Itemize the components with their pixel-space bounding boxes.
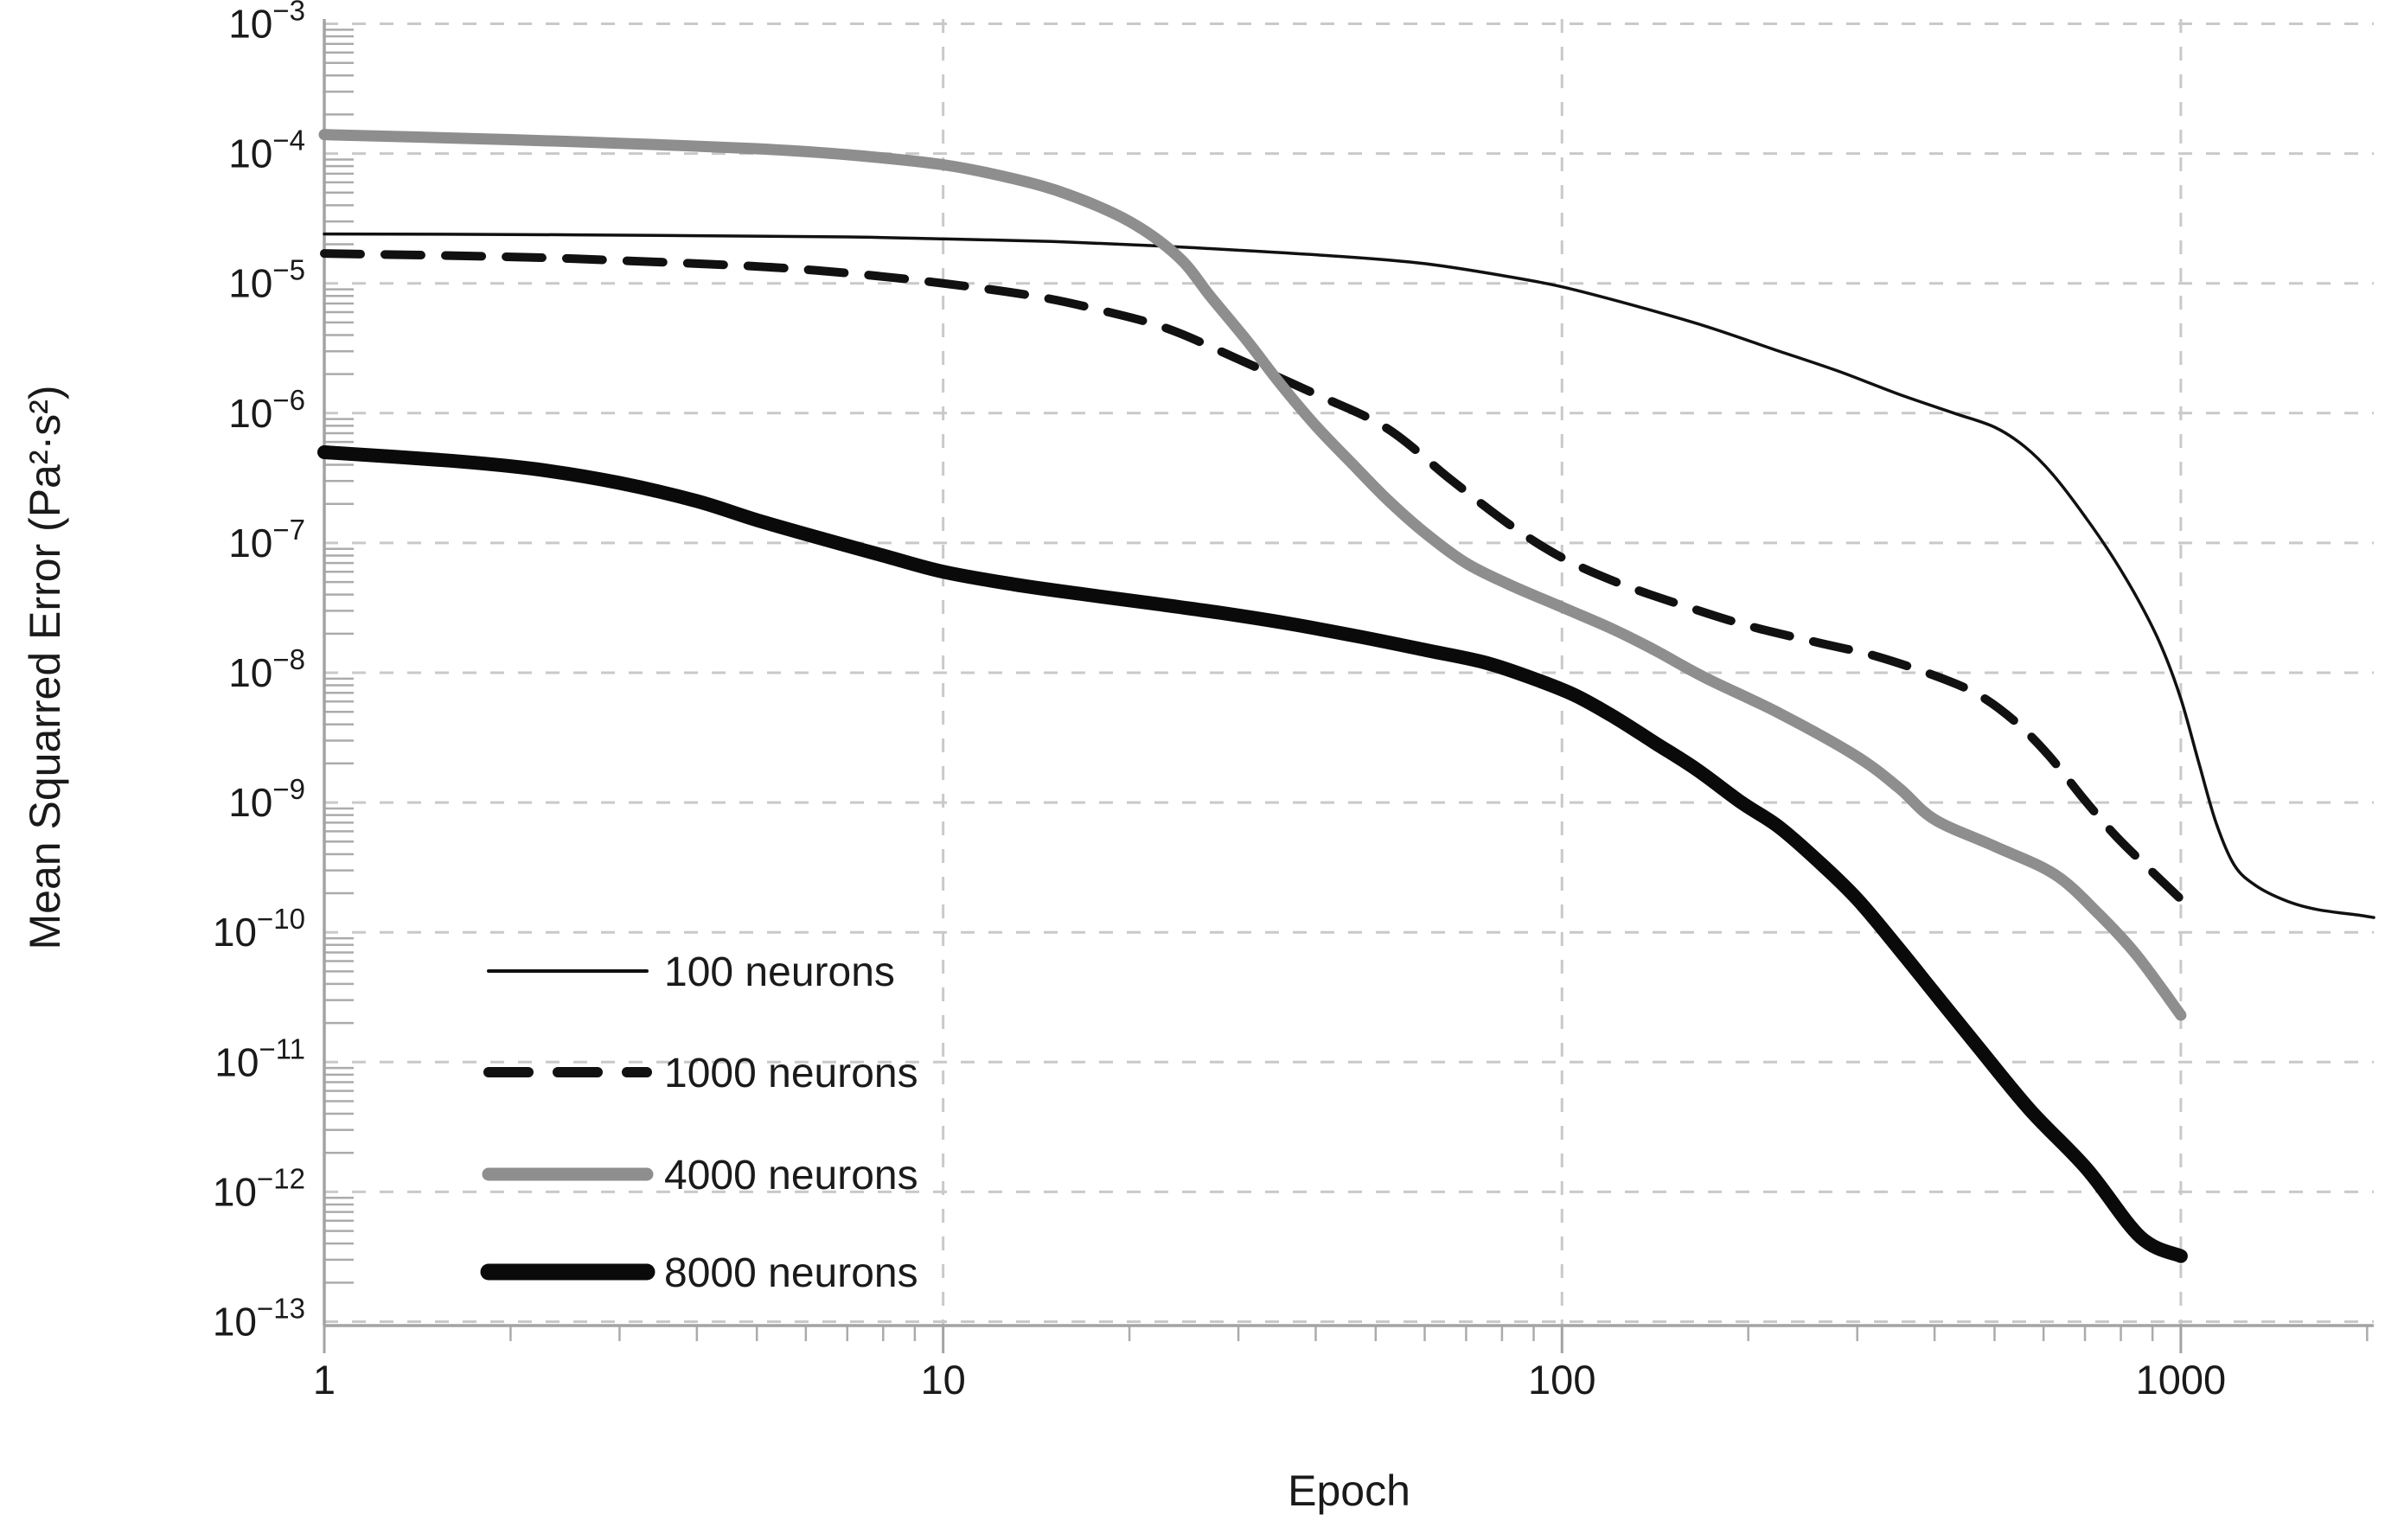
series-curve-1000-neurons xyxy=(320,249,2185,904)
x-tick-label: 1000 xyxy=(2136,1357,2227,1403)
y-tick-label: 10−7 xyxy=(228,514,305,566)
y-axis-title: Mean Squarred Error (Pa²·s²) xyxy=(21,385,69,950)
y-tick-label: 10−13 xyxy=(213,1292,305,1344)
y-tick-label: 10−6 xyxy=(228,384,305,436)
x-tick-label: 100 xyxy=(1528,1357,1595,1403)
legend-label: 100 neurons xyxy=(664,949,895,995)
legend-label: 8000 neurons xyxy=(664,1250,918,1296)
x-tick-label: 10 xyxy=(920,1357,965,1403)
legend-label: 4000 neurons xyxy=(664,1153,918,1198)
series-curve-100-neurons xyxy=(323,232,2375,919)
x-axis-title: Epoch xyxy=(1288,1467,1410,1515)
series-curve-8000-neurons xyxy=(317,444,2188,1263)
y-tick-label: 10−12 xyxy=(213,1162,305,1214)
y-tick-label: 10−5 xyxy=(228,254,305,306)
y-tick-label: 10−8 xyxy=(228,643,305,695)
legend-label: 1000 neurons xyxy=(664,1051,918,1096)
y-tick-label: 10−4 xyxy=(228,125,305,176)
y-tick-label: 10−11 xyxy=(214,1032,305,1084)
y-tick-label: 10−9 xyxy=(228,773,305,825)
series-curve-4000-neurons xyxy=(318,129,2187,1021)
x-tick-label: 1 xyxy=(313,1357,336,1403)
y-tick-label: 10−3 xyxy=(228,0,305,47)
y-tick-label: 10−10 xyxy=(213,903,305,955)
